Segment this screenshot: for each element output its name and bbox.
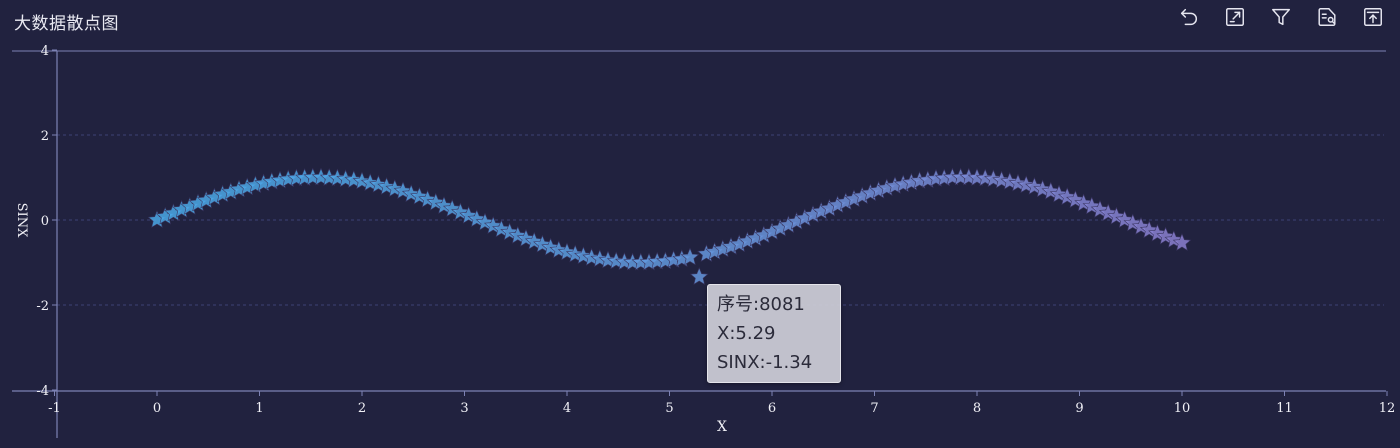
- x-tick-label: 6: [768, 401, 776, 416]
- x-tick-label: 10: [1174, 401, 1191, 416]
- x-axis-label: X: [717, 419, 727, 435]
- tooltip-sinx: SINX:-1.34: [717, 348, 831, 377]
- x-tick-label: 5: [665, 401, 673, 416]
- tooltip-index: 序号:8081: [717, 290, 831, 319]
- data-tooltip: 序号:8081 X:5.29 SINX:-1.34: [707, 284, 841, 383]
- x-tick-label: 0: [153, 401, 161, 416]
- x-tick-label: 1: [255, 401, 263, 416]
- y-axis-label: SINX: [14, 203, 29, 238]
- data-point-star[interactable]: [691, 268, 708, 284]
- x-tick-label: -1: [48, 401, 61, 416]
- x-tick-label: 12: [1379, 401, 1396, 416]
- x-tick-label: 8: [973, 401, 981, 416]
- tooltip-x: X:5.29: [717, 319, 831, 348]
- x-tick-label: 4: [563, 401, 571, 416]
- x-tick-label: 2: [358, 401, 366, 416]
- y-tick-label: 0: [41, 214, 49, 229]
- y-tick-label: 4: [41, 44, 49, 59]
- data-points[interactable]: [148, 169, 1190, 285]
- x-tick-label: 3: [460, 401, 468, 416]
- y-tick-label: -2: [36, 299, 49, 314]
- x-tick-label: 11: [1276, 401, 1293, 416]
- y-tick-label: 2: [41, 129, 49, 144]
- x-tick-label: 7: [870, 401, 878, 416]
- x-tick-label: 9: [1075, 401, 1083, 416]
- y-tick-label: -4: [36, 384, 49, 399]
- grid-lines: [57, 135, 1384, 305]
